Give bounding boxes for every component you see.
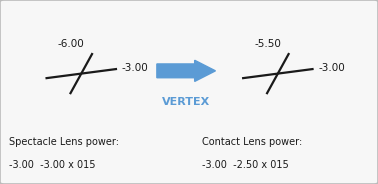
Text: Spectacle Lens power:: Spectacle Lens power: bbox=[9, 137, 119, 147]
FancyArrow shape bbox=[157, 60, 215, 81]
Text: -3.00  -3.00 x 015: -3.00 -3.00 x 015 bbox=[9, 160, 96, 170]
Text: Contact Lens power:: Contact Lens power: bbox=[202, 137, 302, 147]
Text: VERTEX: VERTEX bbox=[162, 97, 211, 107]
Text: -3.00  -2.50 x 015: -3.00 -2.50 x 015 bbox=[202, 160, 289, 170]
Text: -5.50: -5.50 bbox=[254, 39, 281, 49]
Text: -6.00: -6.00 bbox=[58, 39, 85, 49]
Text: -3.00: -3.00 bbox=[318, 63, 345, 73]
Text: -3.00: -3.00 bbox=[122, 63, 149, 73]
